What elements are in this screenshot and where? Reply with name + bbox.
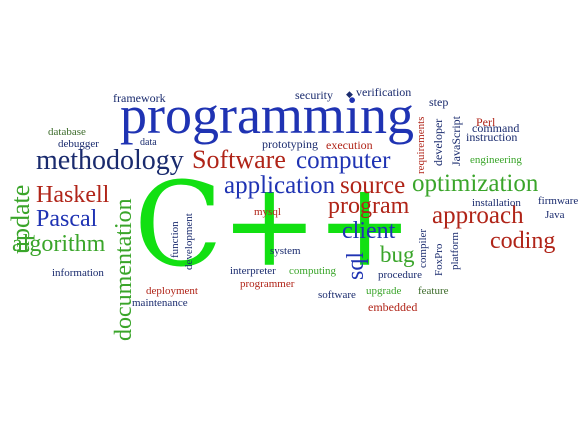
word-security: security <box>295 88 333 102</box>
word-framework: framework <box>113 91 166 105</box>
word-command: command <box>472 121 520 135</box>
word-sql: sql <box>343 251 369 280</box>
word-instruction: instruction <box>466 130 518 144</box>
word-pascal: Pascal <box>36 206 98 232</box>
word-requirements: requirements <box>415 116 427 174</box>
word-client: client <box>342 218 396 244</box>
word-documentation: documentation <box>111 198 137 341</box>
word-execution: execution <box>326 138 373 152</box>
word-mysql: mysql <box>254 206 281 218</box>
word-feature: feature <box>418 285 449 297</box>
word-engineering: engineering <box>470 154 522 166</box>
word-coding: coding <box>490 228 556 254</box>
word-deployment: deployment <box>146 285 198 297</box>
word-procedure: procedure <box>378 269 422 281</box>
word-software-big: Software <box>192 145 286 174</box>
word-developer: developer <box>431 118 445 166</box>
word-source: source <box>340 172 406 199</box>
word-cpp: C++ <box>134 158 413 293</box>
word-embedded: embedded <box>368 300 418 314</box>
word-data: data <box>140 137 157 148</box>
word-computer: computer <box>296 147 391 174</box>
word-platform: platform <box>449 232 461 270</box>
word-programmer: programmer <box>240 278 295 290</box>
word-bug: bug <box>380 242 415 267</box>
word-prototyping: prototyping <box>262 137 318 151</box>
word-firmware: firmware <box>538 195 579 207</box>
word-information: information <box>52 267 104 279</box>
word-javascript: JavaScript <box>449 116 463 166</box>
word-application: application <box>224 172 336 199</box>
word-debugger: debugger <box>58 138 99 150</box>
word-verification: verification <box>356 85 412 99</box>
word-interpreter: interpreter <box>230 265 276 277</box>
diamond-mark: ◆ <box>346 89 353 99</box>
word-maintenance: maintenance <box>132 297 188 309</box>
word-approach: approach <box>432 202 524 229</box>
word-installation: installation <box>472 197 521 209</box>
word-computing: computing <box>289 265 337 277</box>
word-compiler: compiler <box>417 228 429 268</box>
word-software-small: software <box>318 289 356 301</box>
word-function: function <box>169 221 181 258</box>
word-update: update <box>6 184 35 254</box>
word-perl: Perl <box>476 115 496 129</box>
word-upgrade: upgrade <box>366 285 402 297</box>
word-optimization: optimization <box>412 170 539 197</box>
word-program: program <box>328 193 410 219</box>
word-database: database <box>48 126 86 138</box>
word-development: development <box>183 213 195 270</box>
word-methodology: methodology <box>36 145 184 176</box>
word-programming: programming <box>120 85 414 145</box>
word-system: system <box>270 245 301 257</box>
word-step: step <box>429 95 449 109</box>
word-foxpro: FoxPro <box>433 243 445 276</box>
word-java: Java <box>545 209 565 221</box>
word-algorithm: algorithm <box>12 231 106 257</box>
word-haskell: Haskell <box>36 182 110 208</box>
